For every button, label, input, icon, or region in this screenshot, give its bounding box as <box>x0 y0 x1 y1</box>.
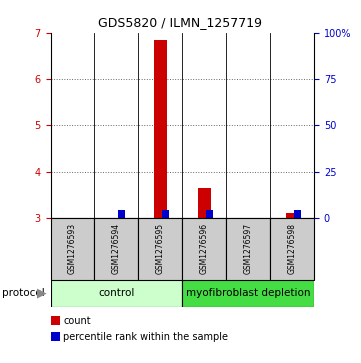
Text: control: control <box>98 288 135 298</box>
Text: GSM1276594: GSM1276594 <box>112 223 121 274</box>
Text: myofibroblast depletion: myofibroblast depletion <box>186 288 310 298</box>
Text: GSM1276597: GSM1276597 <box>244 223 253 274</box>
Bar <box>294 211 301 218</box>
Bar <box>118 211 125 218</box>
Bar <box>182 218 226 280</box>
Text: count: count <box>63 315 91 326</box>
Bar <box>226 218 270 280</box>
Bar <box>95 218 138 280</box>
Bar <box>154 40 167 218</box>
Bar <box>138 218 182 280</box>
Text: protocol: protocol <box>2 288 44 298</box>
Text: ▶: ▶ <box>37 287 46 299</box>
Bar <box>51 280 182 307</box>
Text: GSM1276593: GSM1276593 <box>68 223 77 274</box>
Bar <box>198 188 211 218</box>
Text: GSM1276598: GSM1276598 <box>288 223 297 274</box>
Bar <box>182 280 314 307</box>
Text: GDS5820 / ILMN_1257719: GDS5820 / ILMN_1257719 <box>99 16 262 29</box>
Text: GSM1276595: GSM1276595 <box>156 223 165 274</box>
Bar <box>286 213 299 218</box>
Bar <box>270 218 314 280</box>
Bar <box>206 211 213 218</box>
Bar <box>51 218 95 280</box>
Text: GSM1276596: GSM1276596 <box>200 223 209 274</box>
Bar <box>162 211 169 218</box>
Text: percentile rank within the sample: percentile rank within the sample <box>63 332 228 342</box>
